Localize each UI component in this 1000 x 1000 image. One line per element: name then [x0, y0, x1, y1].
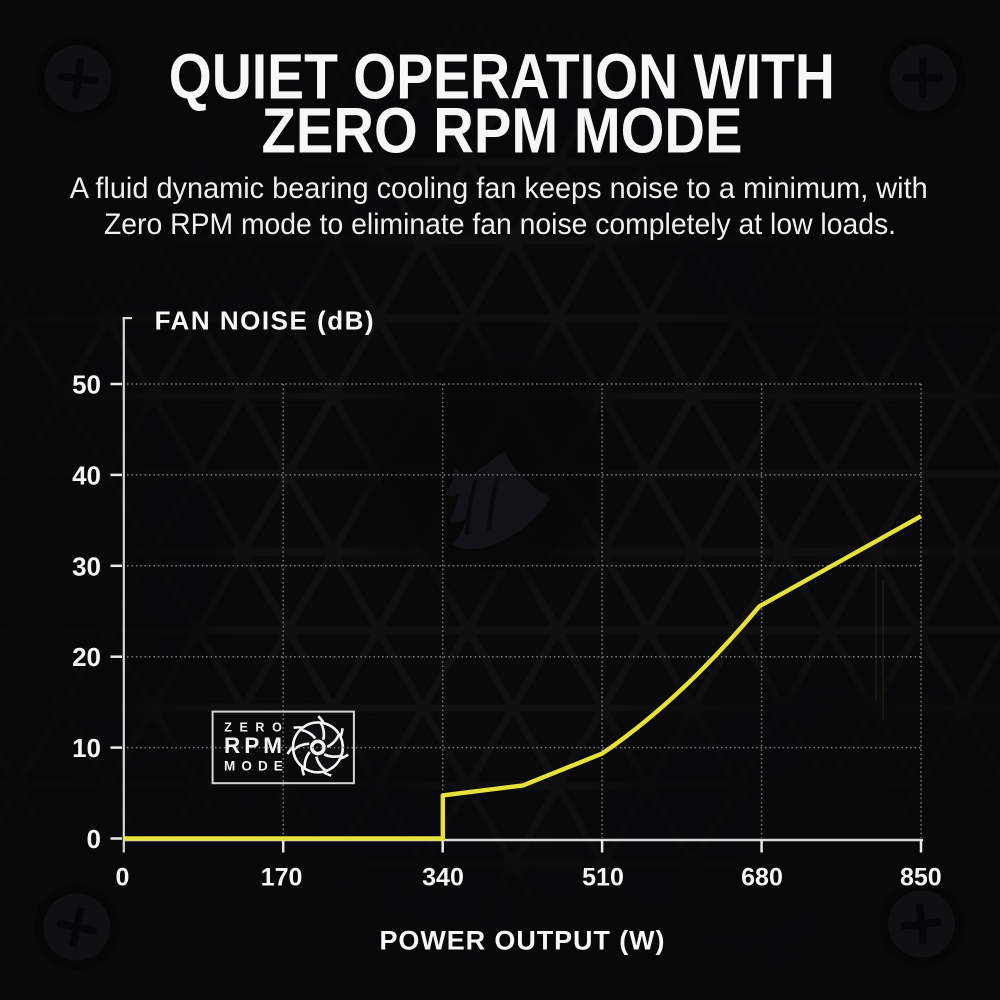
svg-text:680: 680: [741, 864, 783, 892]
svg-text:FAN NOISE (dB): FAN NOISE (dB): [155, 306, 374, 336]
svg-text:50: 50: [72, 370, 101, 400]
svg-text:Zero RPM mode to eliminate fan: Zero RPM mode to eliminate fan noise com…: [104, 208, 896, 241]
svg-text:850: 850: [900, 864, 942, 892]
svg-text:POWER OUTPUT (W): POWER OUTPUT (W): [380, 926, 665, 956]
svg-text:340: 340: [422, 864, 464, 892]
svg-text:QUIET OPERATION WITH: QUIET OPERATION WITH: [169, 40, 835, 112]
svg-text:RPM: RPM: [224, 733, 282, 758]
svg-text:10: 10: [72, 733, 101, 763]
svg-text:510: 510: [582, 864, 624, 892]
svg-text:ZERO RPM MODE: ZERO RPM MODE: [262, 94, 743, 166]
svg-text:MODE: MODE: [224, 758, 283, 773]
svg-text:0: 0: [116, 864, 130, 892]
svg-text:30: 30: [72, 551, 101, 581]
svg-text:A fluid dynamic bearing coolin: A fluid dynamic bearing cooling fan keep…: [70, 172, 928, 205]
svg-text:0: 0: [87, 824, 101, 854]
svg-text:20: 20: [72, 642, 101, 672]
svg-text:40: 40: [72, 460, 101, 490]
svg-text:170: 170: [261, 864, 303, 892]
